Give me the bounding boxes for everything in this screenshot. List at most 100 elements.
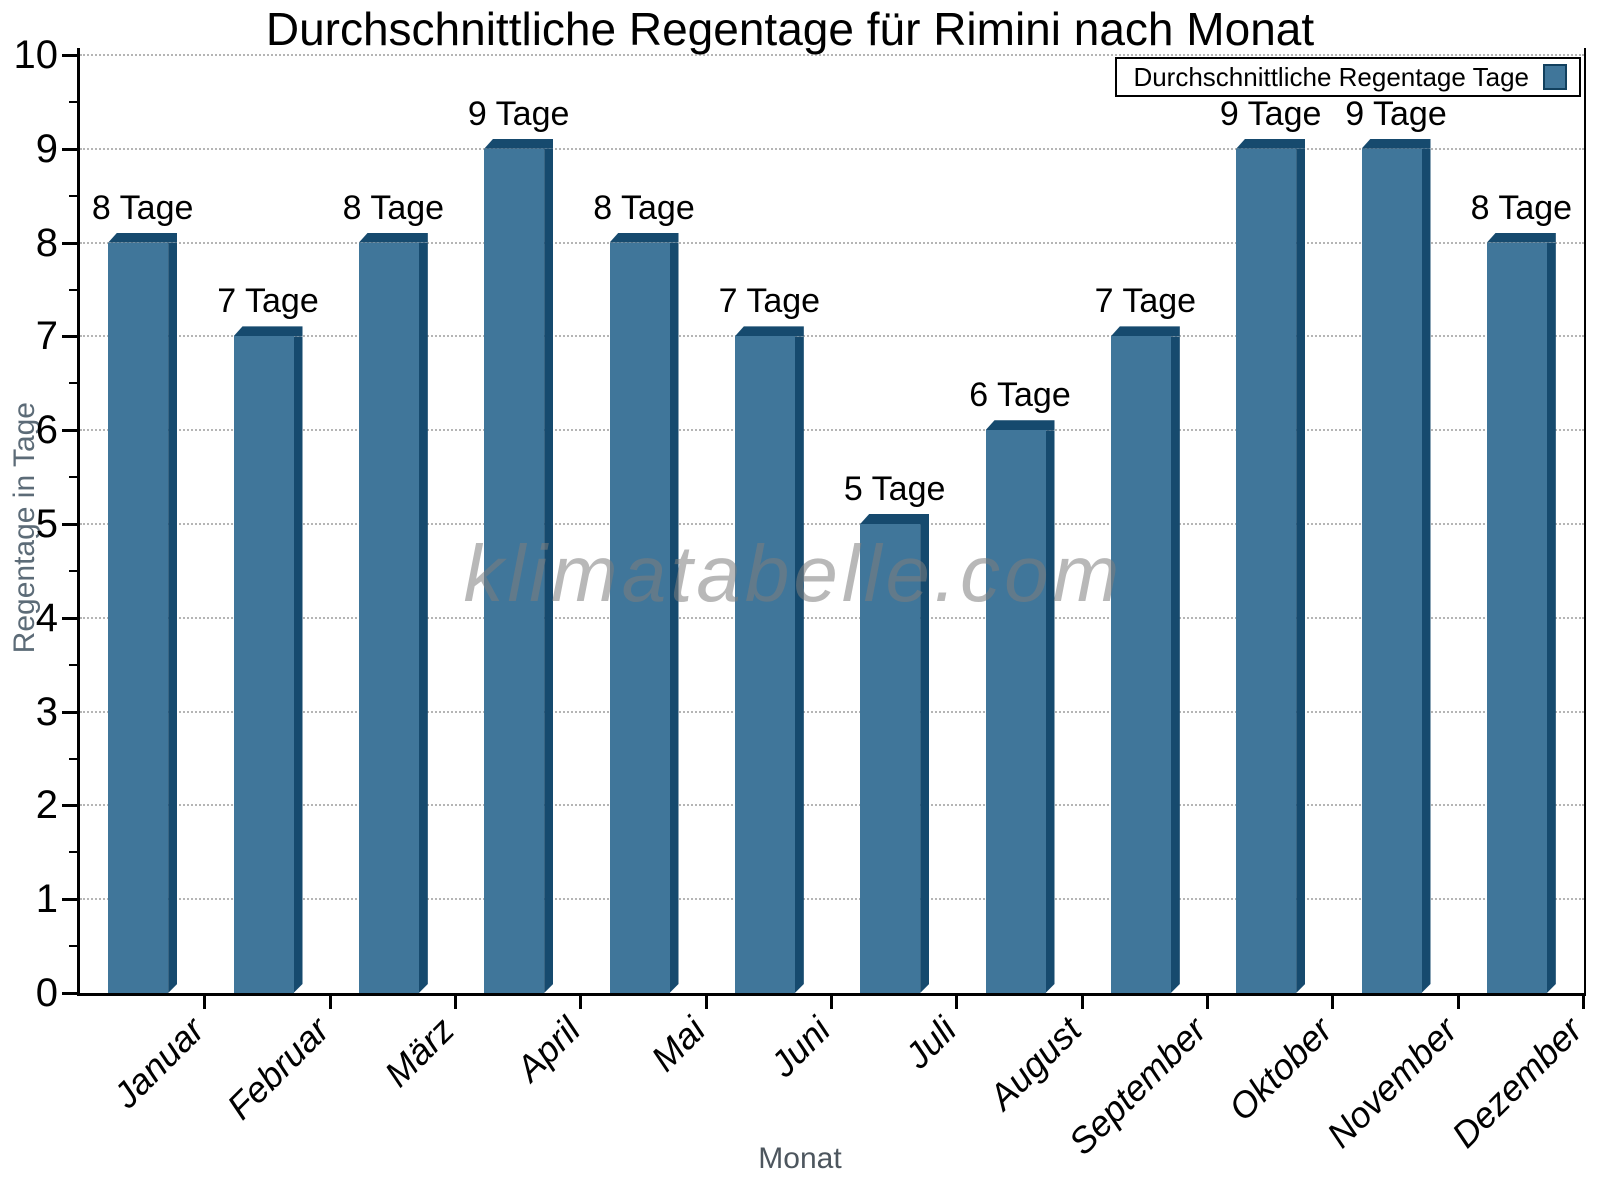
- gridline: [80, 147, 1584, 150]
- bar-top-face: [358, 232, 428, 243]
- plot-right-border: [1584, 48, 1586, 993]
- y-tick-label: 8: [35, 220, 58, 265]
- y-tick: [62, 992, 78, 995]
- y-tick-label: 3: [35, 689, 58, 734]
- x-tick-label-text: März: [376, 1009, 463, 1095]
- bar: [1236, 138, 1306, 993]
- x-tick-label-text: Oktober: [1220, 1009, 1340, 1129]
- bar-top-face: [233, 326, 303, 337]
- bar-value-label: 8 Tage: [593, 188, 695, 227]
- gridline: [80, 804, 1584, 807]
- gridline: [80, 429, 1584, 432]
- y-minor-tick: [69, 476, 78, 479]
- chart-title: Durchschnittliche Regentage für Rimini n…: [265, 3, 1315, 55]
- bar-top-face: [484, 138, 554, 149]
- bar-value-label: 9 Tage: [1219, 94, 1322, 133]
- x-tick-label-text: Februar: [218, 1009, 337, 1128]
- bar-front-face: [484, 148, 545, 993]
- x-tick: [704, 995, 708, 1009]
- x-tick: [454, 995, 457, 1009]
- bar-top-face: [108, 232, 178, 243]
- bar-top-face: [985, 420, 1055, 431]
- y-minor-tick: [69, 945, 78, 948]
- x-tick-label-text: April: [507, 1009, 588, 1089]
- y-tick: [62, 54, 78, 57]
- bar-front-face: [358, 242, 419, 993]
- bar: [1110, 326, 1180, 993]
- x-tick-label-text: Mai: [642, 1009, 713, 1080]
- y-tick: [62, 335, 78, 339]
- bar-side-face: [1547, 243, 1556, 993]
- bar-value-label: 7 Tage: [1094, 282, 1197, 321]
- bar-value-label: 6 Tage: [969, 376, 1071, 415]
- y-minor-tick: [69, 757, 78, 760]
- x-tick: [203, 995, 207, 1009]
- x-tick: [1206, 995, 1209, 1009]
- y-tick: [62, 429, 78, 433]
- y-minor-tick: [69, 569, 78, 572]
- y-tick: [62, 523, 78, 526]
- y-tick: [62, 616, 78, 620]
- bar: [860, 514, 930, 993]
- y-tick: [62, 241, 78, 245]
- x-tick: [1582, 995, 1585, 1009]
- y-tick: [62, 804, 78, 808]
- x-tick-label-text: Juli: [896, 1009, 964, 1077]
- bar-top-face: [1236, 138, 1306, 149]
- bar-front-face: [1110, 336, 1171, 993]
- y-tick-label: 0: [35, 971, 58, 1015]
- gridline: [80, 335, 1584, 338]
- y-tick-label: 2: [35, 783, 58, 828]
- legend: Durchschnittliche Regentage Tage: [1115, 57, 1581, 97]
- x-tick-label-text: Dezember: [1443, 1009, 1591, 1156]
- bar-front-face: [1486, 242, 1547, 993]
- bar: [985, 420, 1055, 993]
- y-minor-tick: [69, 194, 78, 197]
- x-axis-title: Monat: [758, 1142, 842, 1175]
- y-minor-tick: [69, 288, 78, 291]
- x-tick-label-text: Juni: [762, 1009, 839, 1085]
- bar-value-label: 8 Tage: [1470, 188, 1573, 227]
- y-tick-label: 7: [35, 314, 58, 359]
- x-tick: [955, 995, 959, 1009]
- x-tick: [1080, 995, 1084, 1009]
- gridline: [80, 523, 1584, 525]
- bar: [484, 138, 554, 993]
- bar-side-face: [1171, 336, 1180, 993]
- bar-front-face: [985, 430, 1046, 993]
- bar-side-face: [1046, 430, 1055, 993]
- y-axis-line: [77, 48, 80, 996]
- bar-side-face: [670, 243, 679, 993]
- bar-top-face: [1110, 326, 1180, 337]
- bar-side-face: [168, 243, 177, 993]
- x-axis-line: [77, 993, 1586, 996]
- y-minor-tick: [69, 100, 78, 103]
- bar: [609, 232, 679, 993]
- bar-value-label: 9 Tage: [1345, 94, 1447, 133]
- bar-value-label: 7 Tage: [217, 282, 319, 321]
- gridline: [80, 616, 1584, 619]
- bar-side-face: [544, 149, 553, 993]
- y-minor-tick: [69, 851, 78, 854]
- bar: [1361, 138, 1431, 993]
- bar-top-face: [860, 514, 930, 524]
- bar-value-label: 7 Tage: [718, 282, 821, 321]
- gridline: [80, 898, 1584, 901]
- bar: [108, 232, 178, 993]
- y-tick-label: 9: [35, 126, 58, 171]
- bar-value-label: 9 Tage: [467, 94, 570, 133]
- bar-top-face: [734, 326, 804, 337]
- bar-front-face: [1236, 148, 1297, 993]
- bar: [358, 232, 428, 993]
- bar-front-face: [609, 242, 670, 993]
- y-minor-tick: [69, 663, 78, 666]
- x-tick: [1456, 995, 1460, 1009]
- y-tick: [62, 710, 78, 714]
- y-tick-label: 10: [13, 33, 59, 77]
- bar-front-face: [1361, 148, 1422, 993]
- y-tick-label: 6: [35, 408, 58, 453]
- bar-top-face: [1361, 138, 1431, 149]
- y-tick: [62, 147, 78, 151]
- bar-side-face: [795, 336, 804, 993]
